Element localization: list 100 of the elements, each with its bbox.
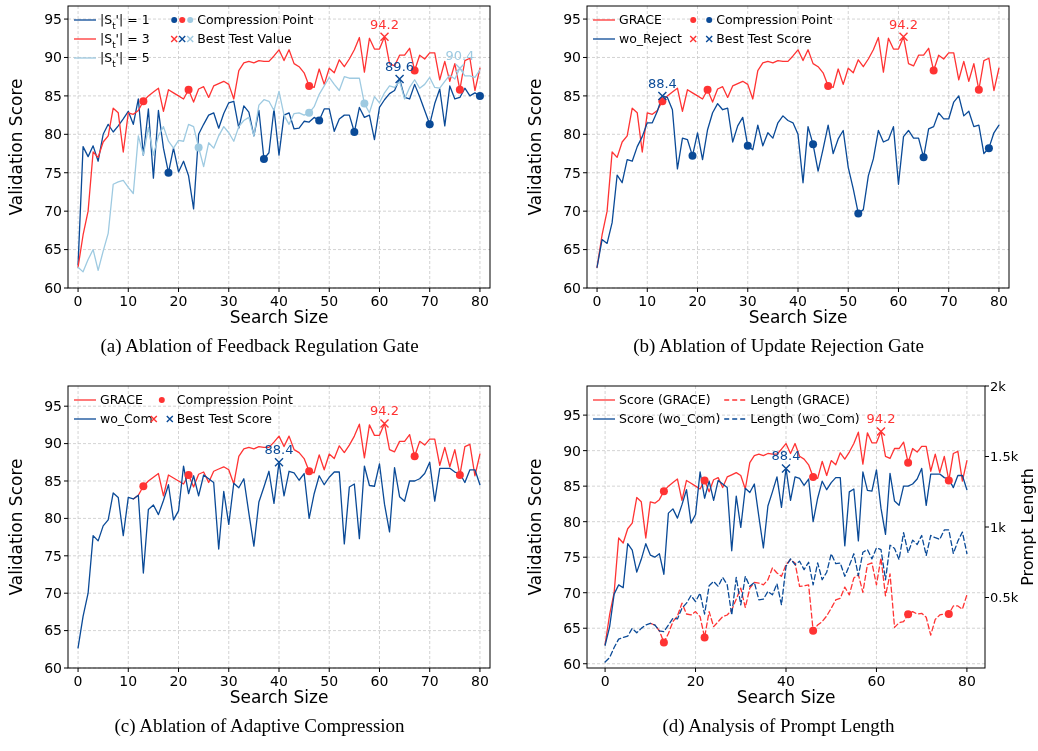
point	[139, 482, 148, 491]
point	[184, 471, 193, 480]
x-tick-label: 40	[270, 293, 288, 309]
point	[944, 610, 953, 618]
point	[659, 638, 668, 647]
x-tick-label: 50	[839, 293, 858, 309]
y-tick-label: 70	[563, 203, 581, 220]
point	[809, 626, 818, 635]
x-tick-label: 50	[320, 293, 339, 309]
point	[259, 154, 268, 163]
point	[274, 457, 284, 467]
y-tick-label: 75	[44, 547, 62, 564]
y-tick-label: 60	[563, 279, 581, 296]
y-tick-label: 75	[563, 549, 581, 566]
line-series	[77, 461, 481, 649]
x-tick-label: 60	[889, 293, 908, 309]
x-tick-label: 60	[370, 293, 389, 309]
legend-label: Best Test Score	[176, 411, 273, 427]
y2-axis-title: Prompt Length	[1018, 468, 1037, 586]
point	[350, 128, 359, 137]
annotation: 88.4	[264, 442, 294, 458]
x-tick-label: 10	[119, 673, 138, 689]
x-tick-label: 30	[738, 293, 757, 309]
x-tick-label: 70	[939, 293, 958, 309]
point	[659, 487, 668, 496]
point	[164, 168, 173, 177]
x-tick-label: 50	[320, 673, 339, 689]
x-tick-label: 60	[867, 673, 886, 689]
point	[984, 144, 993, 153]
y-tick-label: 60	[44, 279, 62, 296]
y-tick-label: 65	[44, 241, 62, 258]
x-tick-label: 80	[990, 293, 1008, 309]
point	[410, 452, 419, 461]
annotation: 94.2	[370, 16, 399, 32]
legend-label: wo_Com	[100, 411, 153, 427]
y-tick-label: 60	[563, 655, 581, 672]
y-tick-label: 65	[563, 620, 581, 637]
annotation: 89.6	[385, 59, 415, 74]
y-tick-label: 65	[44, 622, 62, 639]
y-axis-title: Validation Score	[6, 458, 26, 596]
y2-tick-label: 1.5k	[990, 449, 1019, 465]
y-tick-label: 70	[563, 584, 581, 601]
y-axis-title: Validation Score	[6, 78, 26, 216]
x-tick-label: 40	[789, 293, 807, 309]
annotation: 88.4	[771, 448, 801, 464]
point	[809, 140, 818, 149]
point	[315, 116, 324, 125]
x-axis-title: Search Size	[229, 687, 329, 707]
x-tick-label: 80	[957, 673, 976, 689]
y-axis-title: Validation Score	[525, 78, 545, 216]
text: (b) Ablation of Update Rejection Gate	[633, 335, 924, 357]
x-tick-label: 70	[420, 673, 439, 689]
point	[455, 63, 465, 73]
annotation: 94.2	[889, 16, 918, 32]
annotation: 94.2	[866, 411, 896, 427]
line-series	[596, 95, 1000, 268]
x-tick-label: 0	[73, 673, 83, 689]
y-tick-label: 80	[44, 510, 62, 527]
x-tick-label: 10	[638, 293, 657, 309]
point	[781, 463, 791, 474]
x-tick-label: 20	[169, 293, 188, 309]
point	[944, 476, 953, 485]
y-tick-label: 85	[563, 87, 581, 104]
legend-label: |S$_{t}$'| = 3	[100, 31, 150, 51]
x-tick-label: 10	[119, 293, 138, 309]
point	[904, 610, 913, 619]
legend-label: |S$_{t}$'| = 5	[100, 50, 150, 70]
legend-label: Score (GRACE)	[619, 392, 711, 408]
x-tick-label: 40	[777, 673, 795, 689]
annotation: 90.4	[445, 48, 475, 64]
point	[854, 209, 863, 218]
point	[379, 32, 390, 42]
x-tick-label: 0	[592, 293, 602, 309]
x-tick-label: 80	[471, 293, 489, 309]
legend-label: Compression Point	[716, 12, 833, 28]
y-tick-label: 95	[563, 407, 581, 424]
point	[688, 151, 697, 160]
x-tick-label: 80	[471, 673, 489, 689]
point	[700, 633, 709, 642]
y2-tick-label: 2k	[990, 378, 1007, 394]
x-tick-label: 40	[270, 673, 288, 689]
legend-label: Best Test Score	[716, 31, 812, 47]
point	[475, 91, 484, 100]
x-tick-label: 20	[169, 673, 188, 689]
point	[919, 153, 928, 162]
legend-label: |S$_{t}$'| = 1	[100, 12, 150, 32]
x-tick-label: 0	[73, 293, 83, 309]
text: (d) Analysis of Prompt Length	[662, 715, 896, 737]
line-series	[604, 467, 968, 646]
x-tick-label: 30	[219, 293, 238, 309]
legend-label: Compression Point	[176, 392, 294, 408]
x-tick-label: 20	[688, 293, 707, 309]
legend-label: wo_Reject	[619, 31, 682, 47]
y-tick-label: 95	[44, 10, 62, 27]
point	[743, 141, 752, 150]
y-tick-label: 90	[563, 49, 581, 66]
x-tick-label: 70	[420, 293, 439, 309]
y-axis-title: Validation Score	[525, 458, 545, 596]
y-tick-label: 95	[44, 398, 62, 415]
y-tick-label: 75	[44, 164, 62, 181]
